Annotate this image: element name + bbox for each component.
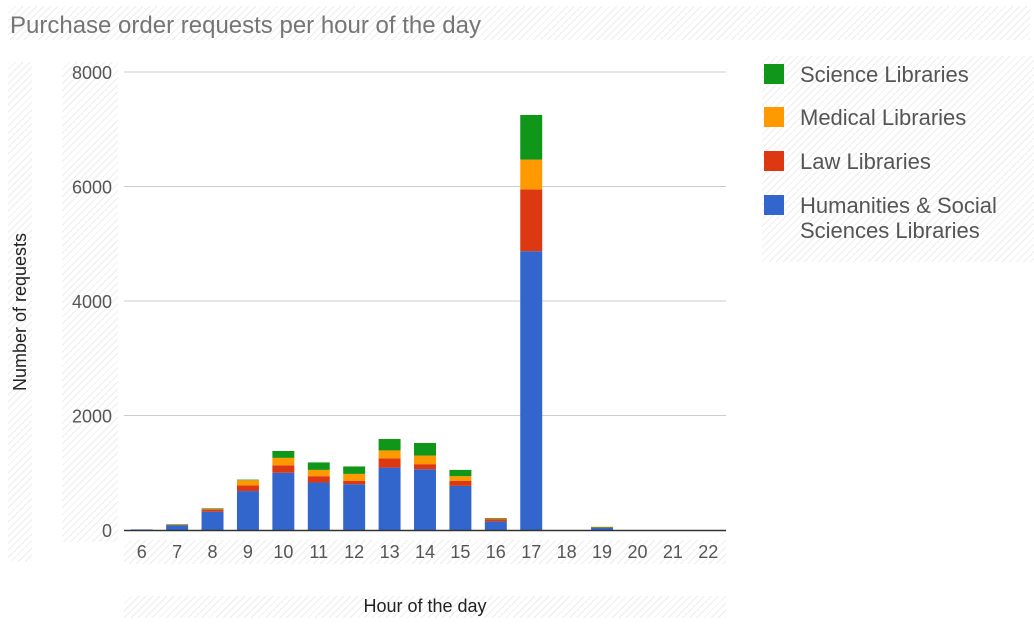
bar-segment <box>236 491 259 530</box>
bar-segment <box>166 524 189 526</box>
bar-segment <box>520 189 543 252</box>
bar-segment <box>378 467 401 530</box>
legend-label: Medical Libraries <box>800 105 966 130</box>
bar-segment <box>520 159 543 190</box>
bar-segment <box>201 511 224 530</box>
x-axis-label: Hour of the day <box>363 596 486 616</box>
bar-segment <box>307 476 330 483</box>
x-tick-label: 10 <box>273 542 293 562</box>
legend-area <box>762 56 1034 262</box>
bar-segment <box>272 457 295 466</box>
bar-segment <box>378 450 401 459</box>
bar-segment <box>343 473 366 481</box>
bar-segment <box>449 476 472 481</box>
bar-segment <box>307 482 330 530</box>
y-tick-label: 8000 <box>72 63 112 83</box>
bar-segment <box>272 472 295 530</box>
bar-segment <box>484 521 507 530</box>
bar-segment <box>166 525 189 530</box>
legend-swatch <box>764 107 784 127</box>
bar-segment <box>166 524 189 526</box>
y-axis-label-area <box>8 62 32 562</box>
y-tick-label: 4000 <box>72 292 112 312</box>
bar-segment <box>591 527 614 528</box>
legend-label: Humanities & Social Sciences Libraries <box>800 193 997 243</box>
gridlines <box>124 71 726 416</box>
x-axis-label-area <box>124 596 726 618</box>
bar-segment <box>414 464 436 470</box>
bar-segment <box>484 517 507 519</box>
bar-segment <box>130 529 153 530</box>
bar-segment <box>378 458 401 468</box>
x-tick-label: 15 <box>450 542 470 562</box>
x-tick-label: 17 <box>521 542 541 562</box>
x-tick-label: 11 <box>309 542 328 562</box>
bar-segment <box>272 465 295 473</box>
bar-segment <box>591 527 614 530</box>
title-area <box>8 6 1030 40</box>
bar-segment <box>307 462 330 470</box>
y-axis-label: Number of requests <box>10 233 30 391</box>
bar-segment <box>449 480 472 486</box>
legend-swatch <box>764 64 784 84</box>
x-tick-label: 6 <box>137 542 147 562</box>
x-tick-area <box>124 540 726 564</box>
chart-title: Purchase order requests per hour of the … <box>10 12 481 39</box>
x-tick-label: 8 <box>208 542 218 562</box>
bar-segment <box>236 479 259 481</box>
bar-segment <box>591 527 614 528</box>
bar-segment <box>520 114 543 160</box>
x-tick-label: 18 <box>557 542 577 562</box>
bar-segment <box>414 469 436 530</box>
legend-label: Law Libraries <box>800 149 931 174</box>
x-tick-label: 7 <box>172 542 182 562</box>
legend-swatch <box>764 151 784 171</box>
bar-segment <box>272 450 295 458</box>
x-tick-label: 9 <box>243 542 253 562</box>
bar-segment <box>520 251 543 530</box>
y-tick-label: 6000 <box>72 178 112 198</box>
legend: Science Libraries Medical Libraries Law Li… <box>764 62 997 243</box>
bar-segment <box>236 480 259 486</box>
y-tick-label: 2000 <box>72 407 112 427</box>
bar-segment <box>166 524 189 525</box>
bar-segment <box>484 518 507 520</box>
bar-segment <box>414 455 436 465</box>
bar-segment <box>201 508 224 510</box>
x-tick-label: 14 <box>415 542 435 562</box>
legend-swatch <box>764 195 784 215</box>
x-tick-label: 22 <box>698 542 718 562</box>
x-tick-label: 13 <box>380 542 400 562</box>
x-tick-label: 16 <box>486 542 506 562</box>
legend-label: Science Libraries <box>800 62 969 87</box>
bar-segment <box>414 442 436 456</box>
bar-segment <box>236 485 259 492</box>
x-tick-label: 20 <box>627 542 647 562</box>
bar-segment <box>591 526 614 528</box>
bar-segment <box>378 438 401 451</box>
bar-segment <box>201 508 224 509</box>
y-tick-label: 0 <box>102 521 112 541</box>
x-tick-label: 21 <box>663 542 683 562</box>
bar-segment <box>343 466 366 474</box>
bar-segment <box>201 509 224 512</box>
axes: 0 2000 4000 6000 8000 6 7 8 9 10 11 12 13 14 15 16 17 18 1… <box>72 63 726 562</box>
bar-segment <box>343 484 366 530</box>
x-tick-label: 19 <box>592 542 612 562</box>
bar-segment <box>484 519 507 522</box>
x-tick-label: 12 <box>344 542 364 562</box>
bar-segment <box>307 469 330 477</box>
bar-segment <box>343 480 366 485</box>
bars <box>130 114 614 530</box>
y-tick-area <box>62 62 118 542</box>
bar-segment <box>449 485 472 530</box>
bar-segment <box>449 469 472 477</box>
